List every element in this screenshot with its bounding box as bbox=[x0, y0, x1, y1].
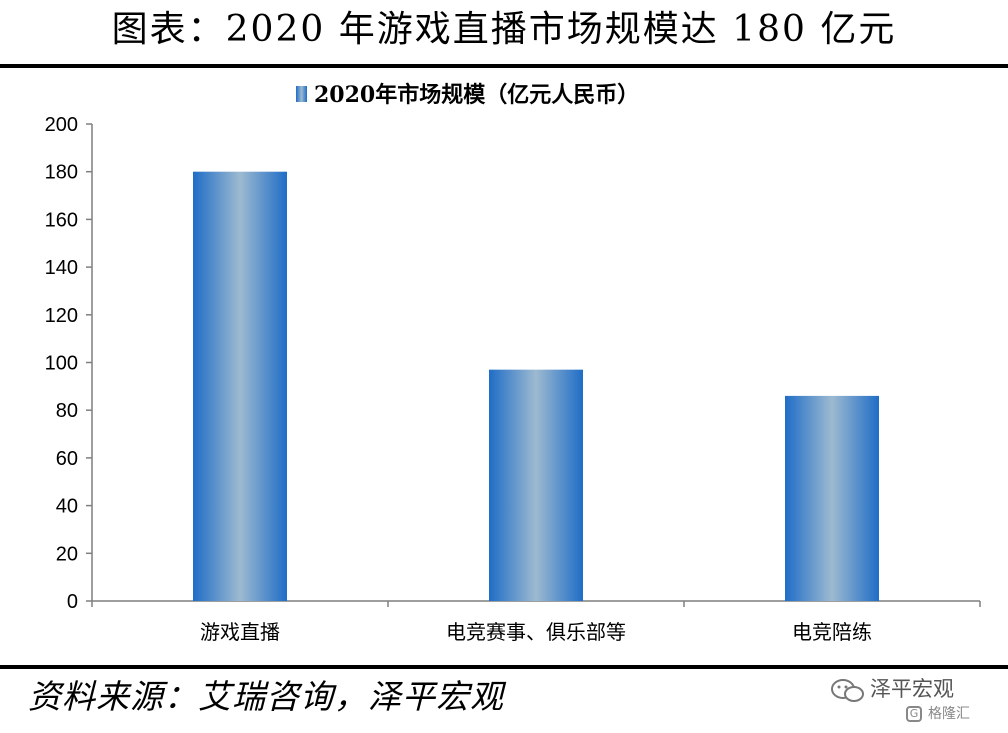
source-note: 资料来源：艾瑞咨询，泽平宏观 bbox=[28, 677, 504, 716]
wechat-icon bbox=[831, 679, 864, 702]
legend: 2020年市场规模（亿元人民币） bbox=[296, 82, 639, 108]
x-tick-label: 游戏直播 bbox=[200, 620, 280, 644]
y-tick-label: 180 bbox=[45, 162, 78, 184]
bottom-rule bbox=[0, 665, 1008, 669]
legend-swatch bbox=[296, 86, 307, 102]
y-tick-label: 80 bbox=[56, 400, 78, 422]
bar bbox=[785, 395, 879, 601]
x-tick-label: 电竞陪练 bbox=[792, 620, 872, 644]
y-tick-label: 160 bbox=[45, 209, 78, 231]
watermark-sub: 格隆汇 bbox=[928, 706, 970, 722]
bar-chart: 2020年市场规模（亿元人民币） 0 20 40 60 80 100 120 140 160 18… bbox=[45, 82, 981, 644]
y-tick-label: 40 bbox=[56, 496, 78, 518]
x-tick-label: 电竞赛事、俱乐部等 bbox=[446, 620, 626, 644]
watermark-main: 泽平宏观 bbox=[870, 677, 954, 701]
bar bbox=[193, 171, 287, 601]
bar bbox=[489, 369, 583, 601]
y-tick-label: 140 bbox=[45, 257, 78, 279]
y-tick-label: 0 bbox=[67, 591, 78, 613]
bars bbox=[193, 171, 879, 601]
labels: 0 20 40 60 80 100 120 140 160 180 200 游戏直播 电竞赛事、俱乐部等… bbox=[45, 114, 872, 644]
y-tick-label: 200 bbox=[45, 114, 78, 136]
top-rule bbox=[0, 64, 1008, 68]
legend-label: 2020年市场规模（亿元人民币） bbox=[314, 82, 639, 108]
y-tick-label: 20 bbox=[56, 543, 78, 565]
watermark-g-icon: G bbox=[906, 706, 922, 722]
chart-area: 2020年市场规模（亿元人民币） 0 20 40 60 80 100 120 140 160 18… bbox=[0, 72, 1008, 660]
y-tick-label: 100 bbox=[45, 353, 78, 375]
y-tick-label: 60 bbox=[56, 448, 78, 470]
figure-title: 图表：2020 年游戏直播市场规模达 180 亿元 bbox=[111, 9, 897, 50]
y-tick-label: 120 bbox=[45, 305, 78, 327]
